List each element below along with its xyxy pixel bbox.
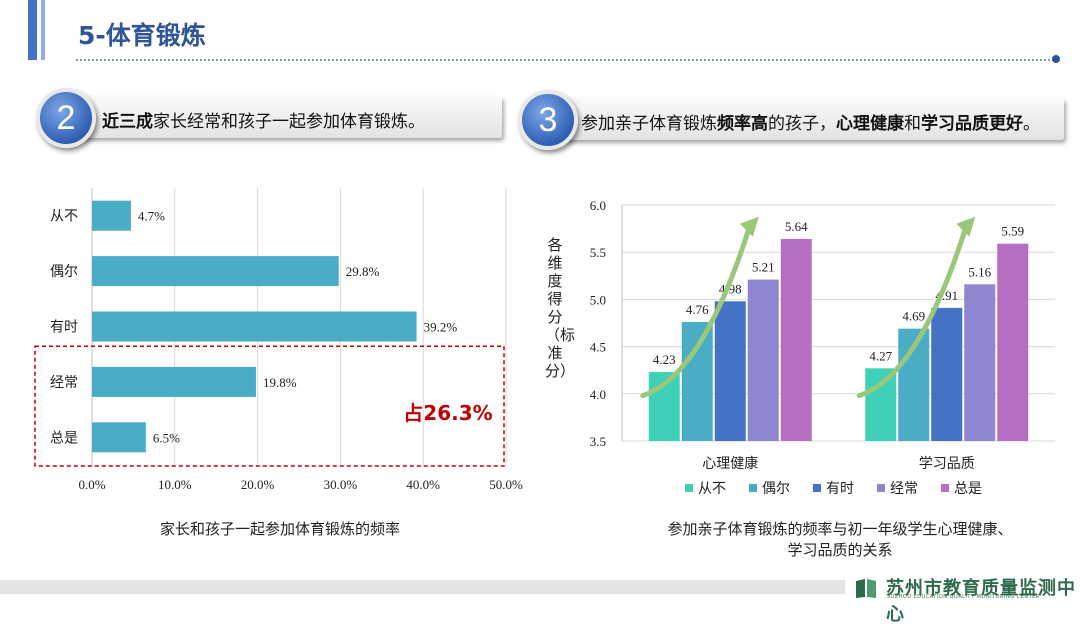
score-bar-chart: 3.54.04.55.05.56.04.234.764.985.215.64心理… (590, 198, 1055, 497)
callout-3-text-part: 。 (1023, 114, 1040, 134)
chart2-caption-line1: 参加亲子体育锻炼的频率与初一年级学生心理健康、 (667, 520, 1013, 538)
chart2-bar (865, 368, 897, 441)
chart1-bar (92, 256, 339, 287)
chart2-y-tick-label: 5.0 (590, 292, 606, 307)
callout-2-text: 近三成家长经常和孩子一起参加体育锻炼。 (102, 107, 425, 132)
chart2-caption: 参加亲子体育锻炼的频率与初一年级学生心理健康、 学习品质的关系 (620, 518, 1060, 560)
chart2-bar (931, 307, 963, 441)
callout-3-text-part: 和 (904, 114, 921, 134)
chart2-trend-arrowhead (956, 216, 976, 237)
callout-3-bold-part: 频率高 (717, 114, 768, 134)
chart1-annotation: 占26.3% (403, 401, 492, 425)
chart2-y-tick-label: 4.5 (590, 340, 606, 355)
chart1-value-label: 6.5% (153, 430, 180, 445)
chart2-value-label: 5.16 (968, 264, 991, 279)
chart2-legend-label: 偶尔 (762, 481, 790, 497)
chart1-x-tick-label: 10.0% (158, 477, 192, 492)
chart1-x-tick-label: 0.0% (78, 477, 105, 492)
chart1-value-label: 19.8% (263, 375, 297, 390)
chart2-ylabel: 各维度得分（标准分） (545, 236, 576, 380)
chart1-value-label: 39.2% (424, 320, 458, 335)
chart2-value-label: 4.27 (869, 348, 892, 363)
chart2-legend-label: 从不 (698, 481, 726, 497)
callout-3-number-badge: 3 (518, 90, 578, 150)
logo-name: 苏州市教育质量监测中心 (886, 578, 1076, 625)
chart1-category-label: 偶尔 (50, 264, 78, 280)
chart2-value-label: 5.21 (752, 260, 775, 275)
chart2-bar (681, 322, 713, 441)
chart2-value-label: 5.59 (1001, 224, 1024, 239)
chart2-y-tick-label: 3.5 (590, 434, 606, 449)
chart2-bar (747, 279, 779, 441)
callout-2: 近三成家长经常和孩子一起参加体育锻炼。 (62, 96, 502, 138)
chart2-legend-swatch (813, 484, 821, 492)
callout-3-text-part: 的孩子， (768, 114, 836, 134)
chart1-highlight-box (34, 345, 505, 467)
chart1-x-tick-label: 20.0% (241, 477, 275, 492)
chart1-bar (92, 200, 131, 231)
chart2-trend-arrow (856, 223, 969, 399)
chart1-bar (92, 366, 256, 397)
chart1-caption: 家长和孩子一起参加体育锻炼的频率 (159, 520, 400, 538)
chart2-y-tick-label: 5.5 (590, 245, 606, 260)
chart2-value-label: 5.64 (785, 219, 808, 234)
chart2-legend-swatch (877, 484, 885, 492)
chart1-category-label: 总是 (50, 430, 78, 446)
chart2-legend-label: 总是 (954, 481, 982, 497)
page-title: 5-体育锻炼 (78, 21, 206, 50)
chart1-bar (92, 422, 146, 453)
chart2-value-label: 4.23 (653, 352, 676, 367)
chart1-category-label: 有时 (50, 320, 78, 336)
callout-3-text: 参加亲子体育锻炼频率高的孩子，心理健康和学习品质更好。 (581, 109, 1040, 134)
callout-3: 参加亲子体育锻炼频率高的孩子，心理健康和学习品质更好。 (548, 98, 1064, 140)
callout-3-text-part: 参加亲子体育锻炼 (581, 114, 717, 134)
divider-end-dot (1052, 55, 1060, 63)
chart2-caption-line2: 学习品质的关系 (787, 541, 893, 559)
chart1-value-label: 29.8% (346, 264, 380, 279)
chart2-trend-arrow (640, 223, 753, 399)
chart2-bar (780, 238, 812, 441)
title-divider (76, 59, 1054, 61)
logo-book-icon (856, 579, 876, 598)
chart1-x-tick-label: 50.0% (489, 477, 523, 492)
chart2-legend-label: 有时 (826, 481, 854, 497)
logo-subtitle: SUZHOU EDUCATION QUALITY MONITORING CENT… (887, 594, 1040, 600)
chart1-x-tick-label: 40.0% (406, 477, 440, 492)
frequency-bar-chart: 0.0% 10.0% 20.0% 30.0% 40.0% 50.0% 4.7% 从不 29.8%… (34, 188, 523, 492)
callout-2-number-badge: 2 (36, 88, 96, 148)
chart2-category-label: 心理健康 (702, 455, 758, 472)
chart1-value-label: 4.7% (138, 209, 165, 224)
chart1-x-tick-label: 30.0% (324, 477, 358, 492)
chart2-bar (997, 243, 1029, 441)
chart2-bar (964, 284, 996, 441)
chart2-bar (714, 301, 746, 441)
chart2-legend-swatch (749, 484, 757, 492)
chart2-y-tick-label: 4.0 (590, 387, 606, 402)
chart2-trend-arrowhead (739, 216, 759, 237)
chart2-legend-swatch (685, 484, 693, 492)
chart2-legend-swatch (941, 484, 949, 492)
callout-2-bold: 近三成 (102, 112, 153, 132)
chart2-legend-label: 经常 (890, 481, 918, 497)
title-accent-bar-light (41, 0, 45, 60)
title-accent-bar (28, 0, 37, 60)
chart2-y-tick-label: 6.0 (590, 198, 606, 213)
chart2-value-label: 4.76 (686, 302, 709, 317)
chart1-category-label: 经常 (50, 375, 78, 391)
chart1-bar (92, 311, 417, 342)
callout-3-bold-part: 心理健康 (836, 114, 904, 134)
chart2-value-label: 4.69 (902, 309, 925, 324)
callout-2-rest: 家长经常和孩子一起参加体育锻炼。 (153, 112, 425, 132)
callout-3-bold-part: 学习品质更好 (921, 114, 1023, 134)
chart1-category-label: 从不 (50, 209, 78, 225)
chart2-category-label: 学习品质 (919, 456, 975, 472)
footer-band (0, 580, 845, 594)
